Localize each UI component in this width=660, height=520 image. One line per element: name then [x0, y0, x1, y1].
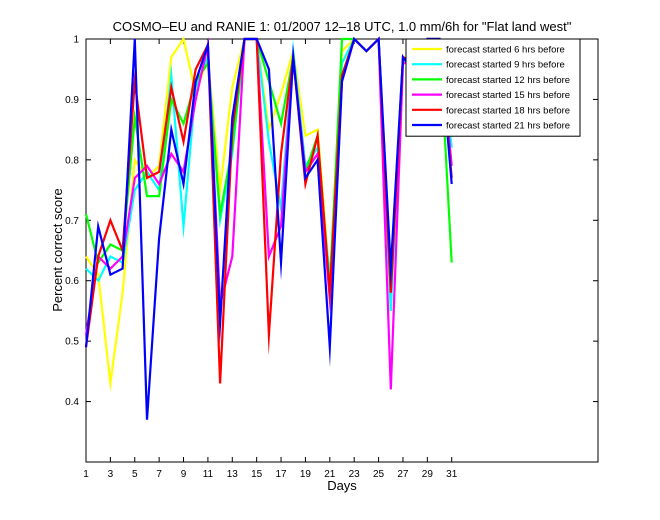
x-tick-label: 31	[446, 469, 458, 480]
y-axis-label: Percent correct score	[50, 188, 65, 312]
x-tick-label: 29	[422, 469, 434, 480]
legend-box	[405, 38, 581, 137]
x-tick-label: 5	[132, 469, 138, 480]
x-tick-label: 27	[397, 469, 409, 480]
series-line-5	[84, 36, 453, 384]
x-tick-label: 3	[108, 469, 114, 480]
y-tick-label: 0.4	[65, 397, 79, 408]
x-tick-label: 19	[300, 469, 312, 480]
series-line-4	[84, 36, 453, 390]
x-tick-label: 15	[251, 469, 263, 480]
series-line-6	[84, 36, 453, 420]
x-tick-label: 25	[373, 469, 385, 480]
x-tick-label: 9	[181, 469, 187, 480]
chart-title: COSMO–EU and RANIE 1: 01/2007 12–18 UTC,…	[113, 19, 572, 34]
x-tick-label: 17	[275, 469, 287, 480]
legend-entry-label: forecast started 15 hrs before	[446, 90, 570, 101]
y-tick-label: 1	[73, 35, 79, 46]
legend-entry-label: forecast started 9 hrs before	[446, 60, 565, 71]
x-tick-label: 11	[203, 469, 214, 480]
y-tick-label: 0.7	[65, 216, 79, 227]
x-tick-label: 1	[83, 469, 89, 480]
y-tick-label: 0.6	[65, 276, 79, 287]
x-tick-label: 21	[324, 469, 336, 480]
y-tick-label: 0.8	[65, 155, 79, 166]
x-axis-label: Days	[327, 478, 357, 493]
y-tick-label: 0.9	[65, 95, 79, 106]
legend: forecast started 6 hrs before forecast st…	[405, 38, 581, 137]
x-tick-label: 23	[349, 469, 361, 480]
legend-entry-label: forecast started 12 hrs before	[446, 75, 570, 86]
plot-series	[84, 36, 453, 420]
legend-entry-label: forecast started 21 hrs before	[446, 121, 570, 132]
legend-entry-label: forecast started 6 hrs before	[446, 45, 565, 56]
legend-entry-label: forecast started 18 hrs before	[446, 105, 570, 116]
x-tick-label: 13	[227, 469, 239, 480]
y-tick-label: 0.5	[65, 337, 79, 348]
x-tick-label: 7	[156, 469, 162, 480]
